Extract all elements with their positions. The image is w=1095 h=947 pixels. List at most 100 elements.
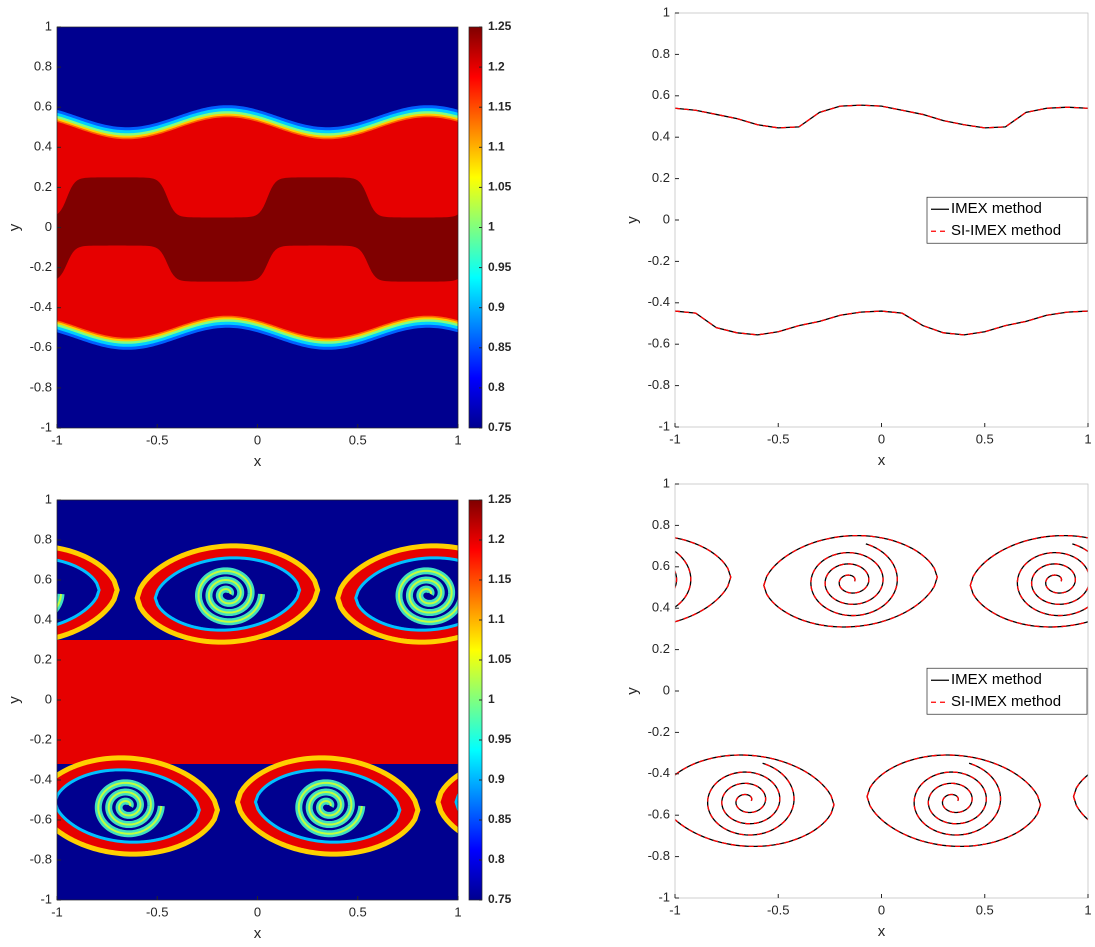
x-tick-label: -0.5 bbox=[767, 902, 789, 917]
vortex bbox=[153, 556, 302, 632]
y-tick-label: 0.2 bbox=[652, 641, 670, 656]
vortex bbox=[435, 772, 458, 834]
colorbar-tick-label: 1.1 bbox=[488, 612, 505, 626]
y-tick-label: 1 bbox=[45, 491, 52, 506]
x-tick-label: 1 bbox=[1084, 431, 1091, 446]
colorbar-tick-label: 1.25 bbox=[488, 492, 512, 506]
vortex-curve bbox=[675, 537, 732, 623]
y-tick-label: -0.4 bbox=[30, 299, 52, 314]
y-tick-label: -0.6 bbox=[648, 807, 670, 822]
colorbar-tick-label: 0.9 bbox=[488, 772, 505, 786]
colorbar-tick-label: 0.9 bbox=[488, 300, 505, 314]
y-tick-label: 0.2 bbox=[652, 170, 670, 185]
y-tick-label: -0.2 bbox=[648, 724, 670, 739]
y-tick-label: -0.8 bbox=[30, 851, 52, 866]
y-tick-label: 0.8 bbox=[34, 531, 52, 546]
y-tick-label: -0.4 bbox=[30, 771, 52, 786]
y-tick-label: 1 bbox=[663, 475, 670, 490]
y-tick-label: 1 bbox=[663, 4, 670, 19]
vortex-curve bbox=[706, 762, 795, 836]
y-tick-label: -1 bbox=[40, 419, 52, 434]
x-tick-label: 1 bbox=[1084, 902, 1091, 917]
colorbar-tick-label: 1.15 bbox=[488, 572, 512, 586]
y-tick-label: -0.6 bbox=[30, 811, 52, 826]
x-tick-label: -1 bbox=[669, 431, 681, 446]
vortex bbox=[297, 781, 363, 835]
colorbar-tick-label: 1.2 bbox=[488, 59, 505, 73]
legend-box bbox=[926, 196, 1088, 244]
plot-area bbox=[57, 27, 458, 428]
x-tick-label: 0 bbox=[878, 431, 885, 446]
vortex-curve bbox=[969, 534, 1088, 628]
legend-box bbox=[926, 667, 1088, 715]
vortex bbox=[398, 569, 458, 623]
x-tick-label: 0.5 bbox=[349, 904, 367, 919]
y-tick-label: 0.8 bbox=[652, 46, 670, 61]
legend-label: IMEX method bbox=[951, 200, 1042, 217]
x-tick-label: 0.5 bbox=[976, 431, 994, 446]
vortex bbox=[253, 768, 402, 844]
x-tick-label: -1 bbox=[51, 904, 63, 919]
y-tick-label: 0.8 bbox=[34, 59, 52, 74]
vortex-curve bbox=[675, 754, 835, 848]
colorbar-tick-label: 1.05 bbox=[488, 652, 512, 666]
x-tick-label: 1 bbox=[454, 904, 461, 919]
colorbar-tick-label: 1.1 bbox=[488, 139, 505, 153]
legend-label: SI-IMEX method bbox=[951, 222, 1061, 239]
y-tick-label: -0.8 bbox=[30, 379, 52, 394]
x-axis-label: x bbox=[254, 925, 262, 942]
vortex bbox=[97, 781, 163, 835]
colorbar-tick-label: 0.85 bbox=[488, 812, 512, 826]
vortex-curve bbox=[1016, 543, 1088, 617]
y-tick-label: -0.6 bbox=[30, 339, 52, 354]
field-region bbox=[57, 640, 458, 764]
series-line bbox=[675, 104, 1088, 336]
x-axis-label: x bbox=[878, 923, 886, 940]
x-tick-label: 0 bbox=[254, 904, 261, 919]
vortex-curve bbox=[913, 762, 1002, 836]
y-tick-label: 0.4 bbox=[34, 611, 52, 626]
x-tick-label: 0.5 bbox=[976, 902, 994, 917]
x-axis-label: x bbox=[254, 453, 262, 470]
x-tick-label: 0 bbox=[254, 432, 261, 447]
y-axis-label: y bbox=[624, 687, 641, 695]
y-tick-label: -0.2 bbox=[30, 259, 52, 274]
colorbar-tick-label: 1.15 bbox=[488, 99, 512, 113]
y-tick-label: 1 bbox=[45, 18, 52, 33]
colorbar-tick-label: 0.8 bbox=[488, 380, 505, 394]
colorbar-tick-label: 1.05 bbox=[488, 180, 512, 194]
x-tick-label: 0.5 bbox=[349, 432, 367, 447]
y-tick-label: 0.4 bbox=[652, 600, 670, 615]
x-tick-label: -1 bbox=[669, 902, 681, 917]
y-tick-label: 0.2 bbox=[34, 651, 52, 666]
y-tick-label: 0 bbox=[45, 691, 52, 706]
y-tick-label: 0 bbox=[663, 682, 670, 697]
plot-area bbox=[57, 500, 458, 900]
y-tick-label: -1 bbox=[40, 891, 52, 906]
vortex-curve bbox=[810, 543, 898, 617]
y-tick-label: -0.6 bbox=[648, 336, 670, 351]
y-tick-label: -0.4 bbox=[648, 294, 670, 309]
y-tick-label: 0 bbox=[45, 219, 52, 234]
x-tick-label: 0 bbox=[878, 902, 885, 917]
y-tick-label: -0.2 bbox=[30, 731, 52, 746]
y-tick-label: 0.6 bbox=[34, 99, 52, 114]
y-tick-label: 0.6 bbox=[34, 571, 52, 586]
y-tick-label: 0.8 bbox=[652, 517, 670, 532]
x-tick-label: -0.5 bbox=[767, 431, 789, 446]
colorbar-tick-label: 0.95 bbox=[488, 260, 512, 274]
x-tick-label: -0.5 bbox=[146, 432, 168, 447]
vortex bbox=[454, 793, 458, 812]
x-tick-label: -1 bbox=[51, 432, 63, 447]
y-tick-label: -0.8 bbox=[648, 848, 670, 863]
colorbar-tick-label: 0.8 bbox=[488, 852, 505, 866]
y-tick-label: 0.4 bbox=[34, 139, 52, 154]
y-tick-label: -0.8 bbox=[648, 377, 670, 392]
vortex-curve bbox=[866, 754, 1042, 848]
y-tick-label: -0.2 bbox=[648, 253, 670, 268]
colorbar-tick-label: 0.85 bbox=[488, 340, 512, 354]
vortex bbox=[57, 768, 201, 844]
x-tick-label: 1 bbox=[454, 432, 461, 447]
legend-label: SI-IMEX method bbox=[951, 693, 1061, 710]
